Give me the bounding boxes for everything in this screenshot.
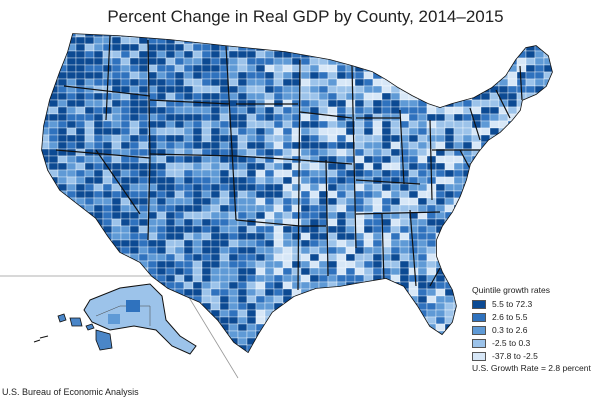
legend-label: -37.8 to -2.5 <box>492 351 538 361</box>
legend-swatch <box>472 351 486 361</box>
legend-label: 2.6 to 5.5 <box>492 312 528 322</box>
legend-label: -2.5 to 0.3 <box>492 338 531 348</box>
legend-item: -37.8 to -2.5 <box>472 350 611 362</box>
legend-footer: U.S. Growth Rate = 2.8 percent <box>472 363 591 373</box>
legend-label: 5.5 to 72.3 <box>492 299 533 309</box>
legend-label: 0.3 to 2.6 <box>492 325 528 335</box>
legend-swatch <box>472 325 486 335</box>
hawaii <box>57 313 113 351</box>
map-title: Percent Change in Real GDP by County, 20… <box>107 7 504 26</box>
legend-swatch <box>472 299 486 309</box>
legend-swatch <box>472 312 486 322</box>
legend-item: 5.5 to 72.3 <box>472 298 611 310</box>
legend-item: -2.5 to 0.3 <box>472 337 611 349</box>
legend-heading: Quintile growth rates <box>472 285 550 295</box>
legend-swatch <box>472 338 486 348</box>
legend: Quintile growth rates 5.5 to 72.3 2.6 to… <box>472 285 611 373</box>
legend-item: 0.3 to 2.6 <box>472 324 611 336</box>
source-credit: U.S. Bureau of Economic Analysis <box>2 387 139 397</box>
alaska <box>33 283 197 355</box>
legend-item: 2.6 to 5.5 <box>472 311 611 323</box>
